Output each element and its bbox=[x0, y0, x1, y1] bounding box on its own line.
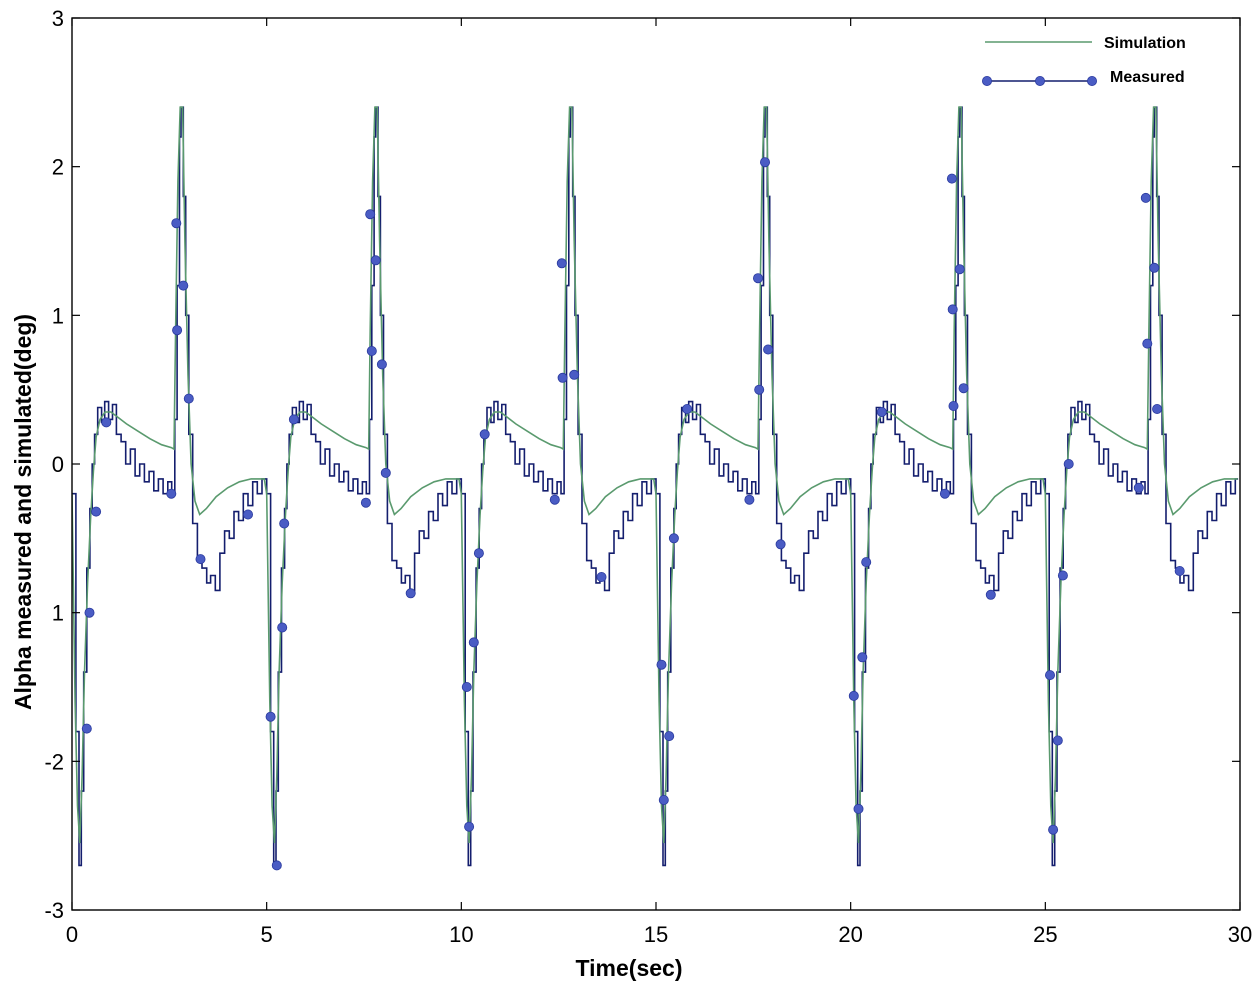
measured-point-38 bbox=[744, 494, 755, 505]
measured-point-9 bbox=[195, 554, 206, 565]
measured-point-24 bbox=[464, 821, 475, 832]
measured-point-31 bbox=[569, 369, 580, 380]
measured-point-57 bbox=[1048, 824, 1059, 835]
measured-point-27 bbox=[479, 429, 490, 440]
x-tick-label-4: 20 bbox=[838, 922, 862, 947]
measured-point-8 bbox=[183, 393, 194, 404]
y-tick-label-0: -3 bbox=[44, 898, 64, 923]
legend-measured-marker-1 bbox=[1035, 76, 1046, 87]
y-axis-title: Alpha measured and simulated(deg) bbox=[10, 314, 36, 710]
measured-point-21 bbox=[380, 467, 391, 478]
measured-point-54 bbox=[958, 383, 969, 394]
measured-point-7 bbox=[178, 280, 189, 291]
measured-point-61 bbox=[1133, 482, 1144, 493]
measured-point-22 bbox=[405, 588, 416, 599]
measured-point-44 bbox=[848, 690, 859, 701]
measured-point-35 bbox=[664, 731, 675, 742]
measured-point-58 bbox=[1052, 735, 1063, 746]
x-tick-label-6: 30 bbox=[1228, 922, 1252, 947]
measured-point-30 bbox=[557, 372, 568, 383]
measured-point-37 bbox=[682, 403, 693, 414]
measured-point-10 bbox=[242, 509, 253, 520]
measured-point-41 bbox=[760, 157, 771, 168]
measured-point-12 bbox=[271, 860, 282, 871]
x-axis-title: Time(sec) bbox=[576, 955, 683, 981]
y-tick-label-6: 3 bbox=[52, 6, 64, 31]
measured-point-42 bbox=[763, 344, 774, 355]
measured-point-34 bbox=[658, 795, 669, 806]
measured-point-14 bbox=[279, 518, 290, 529]
measured-point-63 bbox=[1142, 338, 1153, 349]
measured-point-29 bbox=[556, 258, 567, 269]
y-tick-label-2: 1 bbox=[52, 601, 64, 626]
y-tick-label-1: -2 bbox=[44, 749, 64, 774]
measured-point-1 bbox=[84, 607, 95, 618]
measured-point-43 bbox=[775, 539, 786, 550]
measured-point-49 bbox=[939, 488, 950, 499]
measured-point-36 bbox=[668, 533, 679, 544]
measured-point-48 bbox=[876, 406, 887, 417]
measured-point-64 bbox=[1149, 262, 1160, 273]
x-tick-label-2: 10 bbox=[449, 922, 473, 947]
x-tick-label-0: 0 bbox=[66, 922, 78, 947]
measured-point-4 bbox=[166, 488, 177, 499]
measured-point-2 bbox=[91, 506, 102, 517]
measured-point-15 bbox=[288, 414, 299, 425]
measured-point-13 bbox=[277, 622, 288, 633]
measured-point-40 bbox=[754, 384, 765, 395]
measured-point-25 bbox=[468, 637, 479, 648]
measured-point-62 bbox=[1140, 192, 1151, 203]
measured-point-51 bbox=[947, 304, 958, 315]
measured-point-0 bbox=[81, 723, 92, 734]
measured-point-66 bbox=[1174, 566, 1185, 577]
x-tick-label-5: 25 bbox=[1033, 922, 1057, 947]
measured-point-47 bbox=[861, 557, 872, 568]
measured-point-5 bbox=[171, 218, 182, 229]
measured-point-6 bbox=[172, 325, 183, 336]
measured-point-56 bbox=[1045, 670, 1056, 681]
y-tick-label-5: 2 bbox=[52, 155, 64, 180]
measured-point-53 bbox=[954, 264, 965, 275]
legend-simulation-label: Simulation bbox=[1104, 35, 1186, 52]
measured-point-17 bbox=[365, 209, 376, 220]
series-simulation-line bbox=[72, 106, 1238, 844]
legend: Simulation Measured bbox=[982, 35, 1186, 87]
legend-measured-marker-2 bbox=[1087, 76, 1098, 87]
x-tick-label-3: 15 bbox=[644, 922, 668, 947]
measured-point-19 bbox=[370, 255, 381, 266]
measured-point-59 bbox=[1057, 570, 1068, 581]
measured-point-28 bbox=[549, 494, 560, 505]
measured-point-11 bbox=[265, 711, 276, 722]
measured-point-45 bbox=[853, 803, 864, 814]
y-tick-label-4: 1 bbox=[52, 303, 64, 328]
measured-point-18 bbox=[366, 345, 377, 356]
measured-point-50 bbox=[946, 173, 957, 184]
legend-measured-marker-0 bbox=[982, 76, 993, 87]
measured-point-33 bbox=[656, 659, 667, 670]
measured-point-3 bbox=[101, 417, 112, 428]
x-tick-label-1: 5 bbox=[261, 922, 273, 947]
measured-point-52 bbox=[948, 400, 959, 411]
measured-point-39 bbox=[753, 273, 764, 284]
series-layer bbox=[72, 106, 1239, 871]
y-tick-label-3: 0 bbox=[52, 452, 64, 477]
measured-point-26 bbox=[473, 548, 484, 559]
legend-measured-label: Measured bbox=[1110, 69, 1185, 86]
measured-point-55 bbox=[985, 589, 996, 600]
measured-point-46 bbox=[857, 652, 868, 663]
measured-point-60 bbox=[1063, 458, 1074, 469]
measured-point-65 bbox=[1152, 403, 1163, 414]
measured-point-16 bbox=[360, 497, 371, 508]
measured-point-23 bbox=[461, 682, 472, 693]
measured-point-32 bbox=[596, 572, 607, 583]
measured-point-20 bbox=[376, 359, 387, 370]
